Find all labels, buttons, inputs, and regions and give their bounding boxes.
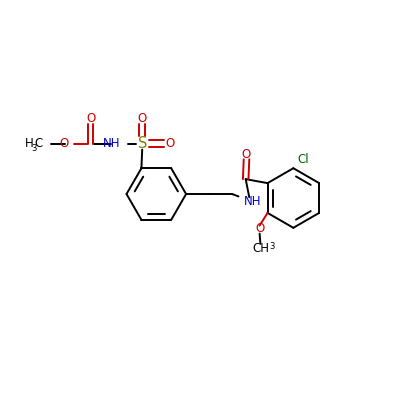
Text: O: O (242, 148, 251, 161)
Text: O: O (60, 137, 69, 150)
Text: H: H (25, 137, 33, 150)
Text: NH: NH (244, 195, 262, 208)
Text: C: C (34, 137, 42, 150)
Text: O: O (165, 137, 175, 150)
Text: CH: CH (252, 242, 269, 255)
Text: O: O (255, 222, 264, 234)
Text: 3: 3 (31, 144, 36, 153)
Text: 3: 3 (269, 242, 274, 251)
Text: Cl: Cl (297, 153, 309, 166)
Text: O: O (86, 112, 95, 126)
Text: S: S (138, 136, 147, 151)
Text: O: O (138, 112, 147, 126)
Text: NH: NH (102, 137, 120, 150)
